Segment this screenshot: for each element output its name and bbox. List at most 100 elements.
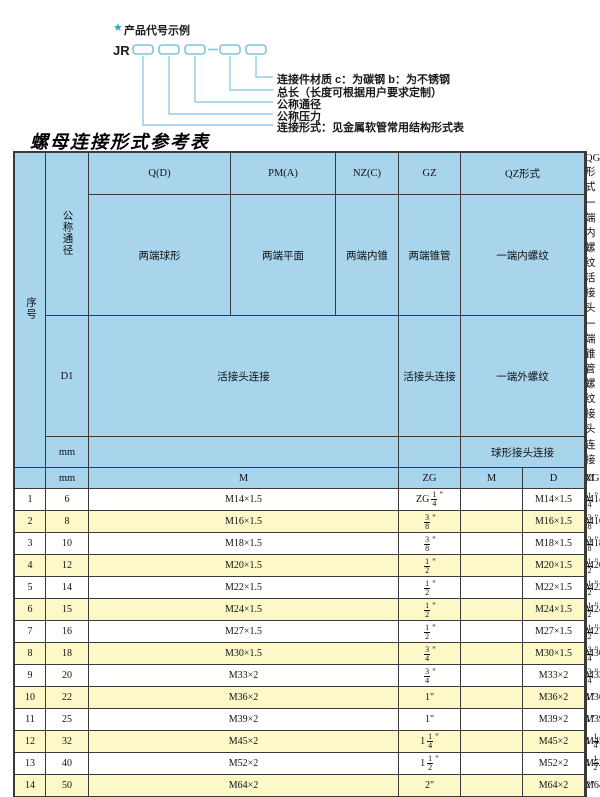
code-diagram-lines [132, 44, 273, 126]
header-group-code-gz: GZ [398, 152, 461, 195]
table-body: 16M14×1.5ZG14"M14×1.5M14×1.514"28M16×1.5… [14, 488, 600, 797]
header-mm: mm [45, 436, 89, 468]
code-label-nominal-diameter: 公称通径 [277, 99, 321, 111]
cell-nominal-diameter: 15 [45, 598, 89, 621]
cell-qz-d: M18×1.5 [522, 532, 585, 555]
cell-gz-zg: 3 8 " [398, 510, 461, 533]
cell-qg-zg: 3 8 " [584, 510, 599, 533]
cell-gz-zg: 3 4 " [398, 664, 461, 687]
header-group-code-qg: QG形式 [584, 152, 600, 195]
header-row-connection-b: mm 球形接头连接 连接 [15, 436, 596, 468]
header-shape-nzc: 两端内锥 [335, 194, 399, 316]
cell-qz-d: M14×1.5 [522, 488, 585, 511]
cell-qz-m [460, 642, 523, 665]
header-conn-union-gz: 活接头连接 [398, 315, 461, 437]
nut-connection-reference-table: 序号 公称通径 Q(D) PM(A) NZ(C) GZ QZ形式 QG形式 两端… [13, 151, 600, 797]
header-row-units: mm M ZG M D M ZG [14, 467, 600, 489]
cell-qz-m [460, 576, 523, 599]
header-conn-blank-gz [398, 436, 461, 468]
code-label-total-length: 总长（长度可根据用户要求定制） [277, 87, 442, 99]
header-group-code-qd: Q(D) [88, 152, 231, 195]
header-conn-connect: 连接 [584, 436, 596, 468]
cell-nominal-diameter: 22 [45, 686, 89, 709]
header-conn-taper-pipe-thread: 一端锥管螺纹接头 [584, 315, 596, 437]
cell-nominal-diameter: 40 [45, 752, 89, 775]
cell-qz-d: M52×2 [522, 752, 585, 775]
cell-thread-m: M18×1.5 [88, 532, 399, 555]
code-label-nominal-pressure: 公称压力 [277, 111, 321, 123]
header-unit-mm: mm [45, 467, 89, 489]
header-row-connection-a: D1 活接头连接 活接头连接 一端外螺纹 一端锥管螺纹接头 [15, 315, 596, 437]
spec-table: 序号 公称通径 Q(D) PM(A) NZ(C) GZ QZ形式 QG形式 两端… [13, 151, 600, 797]
cell-seq: 11 [14, 708, 46, 731]
cell-nominal-diameter: 12 [45, 554, 89, 577]
cell-qg-zg: 1" [584, 686, 595, 709]
cell-nominal-diameter: 10 [45, 532, 89, 555]
header-conn-ball-joint: 球形接头连接 [460, 436, 585, 468]
cell-gz-zg: 1" [398, 708, 461, 731]
cell-qg-zg: 112" [584, 752, 599, 775]
cell-nominal-diameter: 18 [45, 642, 89, 665]
cell-qg-zg: 1" [584, 708, 595, 731]
header-row-shape: 两端球形 两端平面 两端内锥 两端锥管 一端内螺纹 一端内螺纹活接头 [15, 194, 596, 316]
cell-gz-zg: 1 1 4 " [398, 730, 461, 753]
code-label-material: 连接件材质 c：为碳钢 b：为不锈钢 [277, 74, 450, 86]
cell-seq: 7 [14, 620, 46, 643]
cell-thread-m: M52×2 [88, 752, 399, 775]
cell-qg-zg: 1 2 " [584, 576, 599, 599]
code-label-connection-type: 连接形式：见金属软管常用结构形式表 [277, 122, 464, 134]
cell-gz-zg: ZG 1 4 " [398, 488, 461, 511]
cell-thread-m: M36×2 [88, 686, 399, 709]
cell-qz-d: M24×1.5 [522, 598, 585, 621]
cell-nominal-diameter: 6 [45, 488, 89, 511]
header-shape-pma: 两端平面 [230, 194, 336, 316]
cell-seq: 8 [14, 642, 46, 665]
header-group-code-qz: QZ形式 [460, 152, 585, 195]
cell-qz-d: M39×2 [522, 708, 585, 731]
cell-qz-d: M22×1.5 [522, 576, 585, 599]
cell-thread-m: M45×2 [88, 730, 399, 753]
cell-gz-zg: 3 8 " [398, 532, 461, 555]
cell-qz-m [460, 620, 523, 643]
cell-qz-d: M16×1.5 [522, 510, 585, 533]
cell-qz-m [460, 708, 523, 731]
header-shape-qg: 一端内螺纹活接头 [584, 194, 596, 316]
cell-thread-m: M39×2 [88, 708, 399, 731]
cell-gz-zg: 1 2 " [398, 620, 461, 643]
header-shape-qz: 一端内螺纹 [460, 194, 585, 316]
cell-qg-zg: 3 8 " [584, 532, 599, 555]
cell-qz-d: M30×1.5 [522, 642, 585, 665]
cell-qz-m [460, 774, 523, 797]
cell-seq: 5 [14, 576, 46, 599]
cell-thread-m: M22×1.5 [88, 576, 399, 599]
cell-qz-m [460, 598, 523, 621]
header-conn-blank-left [88, 436, 399, 468]
cell-nominal-diameter: 16 [45, 620, 89, 643]
cell-qz-d: M27×1.5 [522, 620, 585, 643]
cell-qg-zg: 1 2 " [584, 554, 599, 577]
cell-gz-zg: 1 1 2 " [398, 752, 461, 775]
cell-nominal-diameter: 32 [45, 730, 89, 753]
cell-seq: 1 [14, 488, 46, 511]
cell-qz-m [460, 554, 523, 577]
cell-thread-m: M33×2 [88, 664, 399, 687]
star-icon: ★ [113, 22, 123, 34]
cell-nominal-diameter: 20 [45, 664, 89, 687]
cell-seq: 14 [14, 774, 46, 797]
cell-nominal-diameter: 25 [45, 708, 89, 731]
cell-thread-m: M30×1.5 [88, 642, 399, 665]
cell-qg-zg: 1 4 " [584, 488, 599, 511]
cell-qz-m [460, 510, 523, 533]
cell-qg-zg: 2" [584, 774, 595, 797]
